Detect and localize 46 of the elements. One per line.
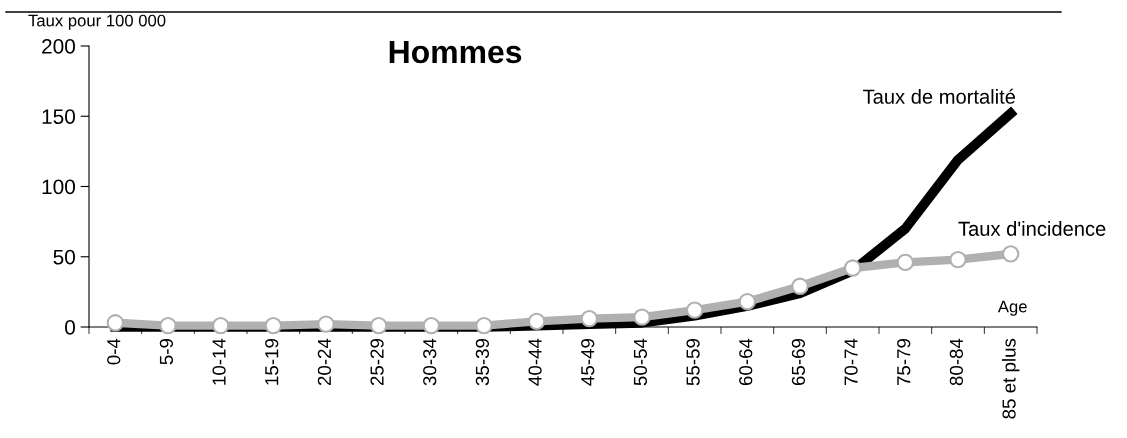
point	[422, 316, 441, 335]
x-tick-label: 75-79	[897, 338, 911, 386]
x-tick-label: 55-59	[686, 338, 700, 386]
y-axis-title: Taux pour 100 000	[28, 14, 166, 30]
point	[685, 301, 704, 319]
point	[738, 293, 757, 311]
point	[949, 250, 967, 269]
x-tick-label: 40-44	[528, 338, 542, 386]
point	[475, 316, 493, 335]
x-tick-label: 20-24	[317, 338, 332, 386]
point	[369, 316, 388, 335]
y-tick-label: 0	[65, 320, 75, 335]
point	[843, 259, 862, 277]
point	[317, 315, 335, 333]
x-tick-label: 70-74	[844, 338, 858, 386]
point	[527, 312, 546, 331]
x-tick-label: 65-69	[791, 338, 806, 386]
x-tick-label: 35-39	[475, 338, 490, 386]
y-tick-label: 50	[53, 249, 75, 265]
y-tick-label: 200	[42, 39, 75, 54]
x-tick-label: 60-64	[739, 338, 753, 386]
point	[264, 316, 283, 335]
point	[1001, 245, 1020, 263]
point	[633, 308, 651, 326]
x-tick-label: 80-84	[949, 338, 964, 386]
x-tick-label: 85 et plus	[1001, 338, 1020, 419]
point	[791, 277, 809, 295]
x-tick-label: 30-34	[423, 338, 437, 386]
series-label: Taux d'incidence	[958, 221, 1106, 236]
x-tick-label: 50-54	[633, 338, 648, 386]
x-tick-label: 25-29	[370, 338, 384, 386]
point	[896, 253, 915, 272]
point	[211, 316, 230, 335]
x-tick-label: 5-9	[159, 339, 174, 365]
point	[106, 314, 125, 332]
y-tick-label: 100	[42, 179, 75, 195]
x-tick-label: 10-14	[212, 338, 226, 385]
series-label: Taux de mortalité	[863, 88, 1016, 104]
point	[159, 316, 177, 335]
y-tick-label: 150	[42, 109, 75, 124]
chart-title: Hommes	[389, 40, 522, 64]
x-tick-label: 0-4	[107, 338, 121, 365]
x-tick-label: 15-19	[265, 338, 279, 385]
point	[580, 309, 599, 328]
x-axis-title: Age	[997, 300, 1027, 316]
x-tick-label: 45-49	[581, 338, 595, 386]
